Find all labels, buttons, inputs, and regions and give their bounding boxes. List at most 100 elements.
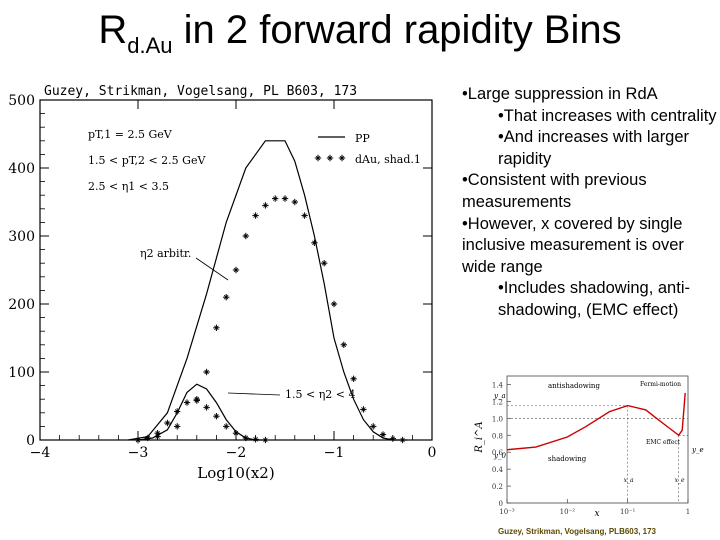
x-tick-label: −1 (324, 445, 345, 461)
y-tick-label: 400 (8, 161, 35, 177)
inset-y-tick-label: 1.0 (492, 415, 503, 423)
bullet-item: •Large suppression in RdA (462, 85, 658, 103)
dau-point (203, 404, 210, 411)
point-diag (174, 409, 180, 414)
point-diag (233, 430, 239, 436)
dau-point (314, 154, 322, 162)
annotation-eta1: 2.5 < η1 < 3.5 (88, 180, 169, 193)
dau-point (379, 431, 387, 438)
label-y0: y_0 (493, 452, 506, 460)
dau-point (399, 436, 406, 444)
inset-y-tick-label: 0 (499, 500, 503, 508)
dau-point (330, 300, 338, 308)
dau-point (203, 368, 210, 376)
point-diag (263, 203, 268, 208)
dau-point (338, 154, 346, 162)
point-diag (312, 240, 317, 246)
dau-point (213, 324, 220, 331)
legend-label-pp: PP (355, 132, 370, 145)
dau-point (232, 430, 240, 437)
point-diag (351, 376, 356, 382)
point-diag (223, 424, 229, 429)
inset-x-tick-label: 10⁻¹ (620, 508, 636, 516)
y-tick-label: 100 (8, 365, 35, 381)
point-diag (282, 196, 288, 201)
point-diag (155, 430, 160, 436)
point-diag (243, 435, 249, 441)
point-diag (155, 434, 160, 439)
title-rest: in 2 forward rapidity Bins (172, 8, 622, 52)
dau-point (291, 198, 298, 206)
dau-point (389, 435, 396, 442)
point-diag (390, 436, 396, 441)
inset-x-tick-label: 10⁻³ (499, 508, 515, 516)
point-diag (361, 407, 366, 412)
label-ye: y_e (691, 446, 704, 454)
inset-y-tick-label: 1.2 (492, 398, 503, 406)
label-emc-effect: EMC effect (646, 439, 681, 446)
inset-x-tick-label: 1 (686, 508, 690, 516)
plot-citation: Guzey, Strikman, Vogelsang, PL B603, 173 (44, 84, 358, 99)
point-diag (292, 199, 298, 205)
dau-point (252, 212, 259, 219)
point-diag (204, 405, 209, 410)
dau-point (262, 202, 269, 209)
dau-point (252, 436, 259, 443)
point-diag (184, 400, 190, 405)
dau-point (134, 436, 142, 444)
x-tick-label: 0 (428, 445, 437, 461)
slide-title: Rd.Au in 2 forward rapidity Bins (0, 8, 720, 59)
dau-point (242, 434, 249, 442)
bullet-item: •And increases with larger rapidity (498, 128, 690, 168)
dau-point (272, 195, 279, 202)
point-diag (135, 437, 141, 443)
point-diag (243, 233, 249, 239)
chart-ticks: −4 −3 −2 −1 0 0 100 200 300 400 500 (8, 93, 436, 461)
annotation-arrow (227, 392, 281, 396)
x-tick-label: −4 (30, 445, 51, 461)
label-shadowing: shadowing (548, 455, 587, 463)
dau-point (321, 260, 328, 267)
dau-point (262, 436, 269, 444)
shadowing-chart-group: 0 0.2 0.4 0.6 0.8 1.0 1.2 1.4 10⁻³ 10⁻² 10⁻¹ 1 x R_i^… (474, 375, 704, 519)
annotation-arrow (195, 257, 229, 281)
label-ya: y_a (493, 392, 506, 400)
y-tick-label: 200 (8, 297, 35, 313)
label-xa: x_a (624, 477, 634, 484)
inset-y-tick-label: 0.6 (492, 449, 504, 457)
dau-point (223, 294, 230, 301)
dau-point (174, 423, 181, 430)
inset-x-tick-label: 10⁻² (560, 508, 576, 516)
point-diag (165, 420, 170, 426)
point-diag (327, 155, 333, 161)
annotation-pt1: pT,1 = 2.5 GeV (88, 128, 173, 141)
title-main: R (98, 8, 128, 52)
dau-point (183, 399, 191, 406)
point-diag (341, 342, 347, 348)
dau-point (242, 232, 249, 240)
x-axis-label: Log10(x2) (197, 464, 274, 482)
dau-point (154, 433, 161, 440)
inset-y-tick-label: 0.4 (492, 466, 504, 474)
dau-point (281, 195, 289, 202)
bullet-list: •Large suppression in RdA •That increase… (462, 84, 720, 322)
dau-point (326, 154, 334, 162)
point-diag (214, 413, 219, 419)
dau-point (213, 413, 220, 420)
dau-point (301, 212, 308, 219)
x-tick-label: −3 (128, 445, 149, 461)
point-diag (302, 213, 307, 218)
annotation-eta2-arbitr: η2 arbitr. (140, 247, 191, 260)
point-diag (339, 155, 345, 161)
dau-point (340, 341, 347, 348)
dau-point (223, 423, 230, 430)
bullet-item: •Consistent with previous measurements (462, 171, 647, 211)
point-diag (400, 437, 405, 443)
chart-text: Log10(x2) PP dAu, shad.1 pT,1 = 2.5 GeV 1.5 … (88, 128, 421, 482)
bullet-item: •That increases with centrality (498, 106, 717, 125)
inset-frame (506, 375, 689, 504)
inset-y-tick-label: 1.4 (492, 381, 504, 389)
inset-y-tick-label: 0.2 (492, 483, 503, 491)
dau-point (360, 406, 367, 413)
